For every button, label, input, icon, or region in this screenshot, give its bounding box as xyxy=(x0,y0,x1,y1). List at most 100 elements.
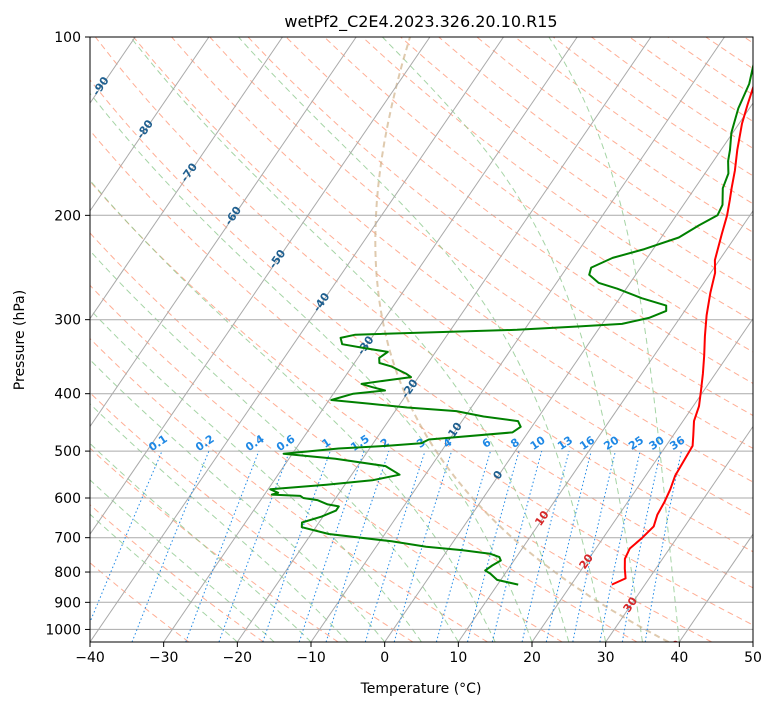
dry-adiabat-line xyxy=(171,37,753,483)
mixing-ratio-line xyxy=(364,450,426,642)
isotherm-line xyxy=(384,102,753,642)
mixing-ratio-line xyxy=(521,450,570,642)
y-tick-label: 100 xyxy=(54,30,81,46)
mixing-ratio-label: 36 xyxy=(667,433,687,453)
mixing-ratio-label: 25 xyxy=(626,434,646,453)
dry-adiabat-line xyxy=(400,37,753,292)
y-tick-label: 800 xyxy=(54,565,81,581)
isotherm-label: -20 xyxy=(399,377,421,401)
plot-frame xyxy=(89,36,754,643)
moist-adiabat-line xyxy=(90,179,496,642)
x-axis: −40 −30 −20 −10 0 10 20 30 40 50 xyxy=(75,642,762,666)
mixing-ratio-line xyxy=(131,450,210,642)
isotherm-line xyxy=(236,37,652,642)
isotherm-line xyxy=(90,37,283,320)
isotherm-line xyxy=(678,533,753,642)
x-tick-label: 0 xyxy=(380,650,389,666)
mixing-ratio-line xyxy=(572,450,616,642)
dry-adiabat-line xyxy=(247,37,753,417)
moist-adiabat-line xyxy=(90,479,275,642)
isotherm-line xyxy=(310,37,725,642)
isotherm-line xyxy=(163,37,578,642)
series-lines xyxy=(269,62,753,586)
mixing-ratio-line xyxy=(545,450,592,642)
mixing-ratio-line xyxy=(491,450,543,642)
moist-adiabat-line xyxy=(90,250,459,642)
dry-adiabat-line xyxy=(591,37,753,149)
dry-adiabat-line xyxy=(90,447,339,642)
mixing-ratio-label: 2 xyxy=(378,436,392,451)
x-tick-label: −40 xyxy=(75,650,105,666)
isotherm-line xyxy=(605,425,753,642)
x-tick-label: 40 xyxy=(670,650,688,666)
dry-adiabat-line xyxy=(90,392,414,642)
dry-adiabat-line xyxy=(667,37,753,96)
mixing-ratio-line xyxy=(262,450,331,642)
dewpoint-line xyxy=(269,62,753,586)
y-axis: 100 200 300 400 500 600 700 800 900 1000 xyxy=(45,30,90,638)
mixing-ratio-label: 16 xyxy=(577,433,597,453)
dry-adiabat-line xyxy=(90,562,190,642)
moist-adiabat-line xyxy=(90,359,386,642)
mixing-ratio-line xyxy=(599,450,641,642)
x-tick-label: 20 xyxy=(523,650,541,666)
dry-adiabat-line xyxy=(90,129,753,626)
y-tick-label: 200 xyxy=(54,208,81,224)
mixing-ratio-line xyxy=(393,450,453,642)
x-tick-label: 10 xyxy=(449,650,467,666)
dry-adiabat-line xyxy=(90,284,563,642)
dry-adiabat-line xyxy=(285,37,753,384)
y-tick-label: 300 xyxy=(54,313,81,329)
mixing-ratio-line xyxy=(90,450,163,624)
mixing-ratio-line xyxy=(218,450,291,642)
dry-adiabat-line xyxy=(133,37,753,517)
isotherm-label: 0 xyxy=(490,468,505,482)
isotherm-label: -40 xyxy=(310,290,332,314)
isotherm-label: -60 xyxy=(222,204,244,228)
moist-adiabat-line xyxy=(90,442,312,642)
line-labels: 0.1 0.2 0.4 0.6 1 1.5 2 3 4 6 8 10 13 16 20 25 30 36-100-… xyxy=(90,74,688,658)
isotherm-label: -80 xyxy=(134,117,156,141)
y-tick-label: 600 xyxy=(54,491,81,507)
background-lines xyxy=(90,37,753,642)
temperature-line xyxy=(611,84,753,586)
isotherm-label: -70 xyxy=(178,160,200,184)
moist-adiabat-line xyxy=(90,403,349,642)
isotherm-line xyxy=(752,641,753,642)
moist-adiabat-line xyxy=(90,308,422,642)
isotherm-label: 40 xyxy=(665,638,685,658)
y-tick-label: 500 xyxy=(54,444,81,460)
y-tick-label: 700 xyxy=(54,531,81,547)
moist-adiabat-line xyxy=(90,92,533,642)
x-tick-label: 50 xyxy=(744,650,762,666)
isotherm-line xyxy=(531,317,753,642)
chart-title: wetPf2_C2E4.2023.326.20.10.R15 xyxy=(284,12,557,32)
isotherm-label: 30 xyxy=(621,595,641,615)
y-tick-label: 1000 xyxy=(45,622,81,638)
x-tick-label: −20 xyxy=(223,650,253,666)
isotherm-line xyxy=(90,37,210,212)
mixing-ratio-label: 13 xyxy=(555,434,575,453)
moist-adiabat-line xyxy=(548,37,680,642)
dry-adiabat-line xyxy=(362,37,753,322)
isotherm-line xyxy=(90,37,357,428)
x-tick-label: −10 xyxy=(296,650,326,666)
isotherm-line xyxy=(90,37,504,642)
isotherm-line xyxy=(90,37,431,536)
mixing-ratio-label: 20 xyxy=(601,433,621,453)
mixing-ratio-label: 8 xyxy=(508,436,522,451)
mixing-ratio-line xyxy=(298,450,365,642)
mixing-ratio-label: 10 xyxy=(528,433,548,453)
x-tick-label: −30 xyxy=(149,650,179,666)
isotherm-label: -30 xyxy=(355,333,377,357)
dry-adiabat-line xyxy=(90,79,753,589)
moist-adiabat-line xyxy=(90,513,238,642)
isotherm-label: -90 xyxy=(90,74,112,98)
y-axis-label: Pressure (hPa) xyxy=(12,290,28,390)
moist-adiabat-line xyxy=(130,37,570,642)
mixing-ratio-line xyxy=(467,450,520,642)
dry-adiabat-line xyxy=(90,504,264,642)
dry-adiabat-line xyxy=(743,37,753,44)
